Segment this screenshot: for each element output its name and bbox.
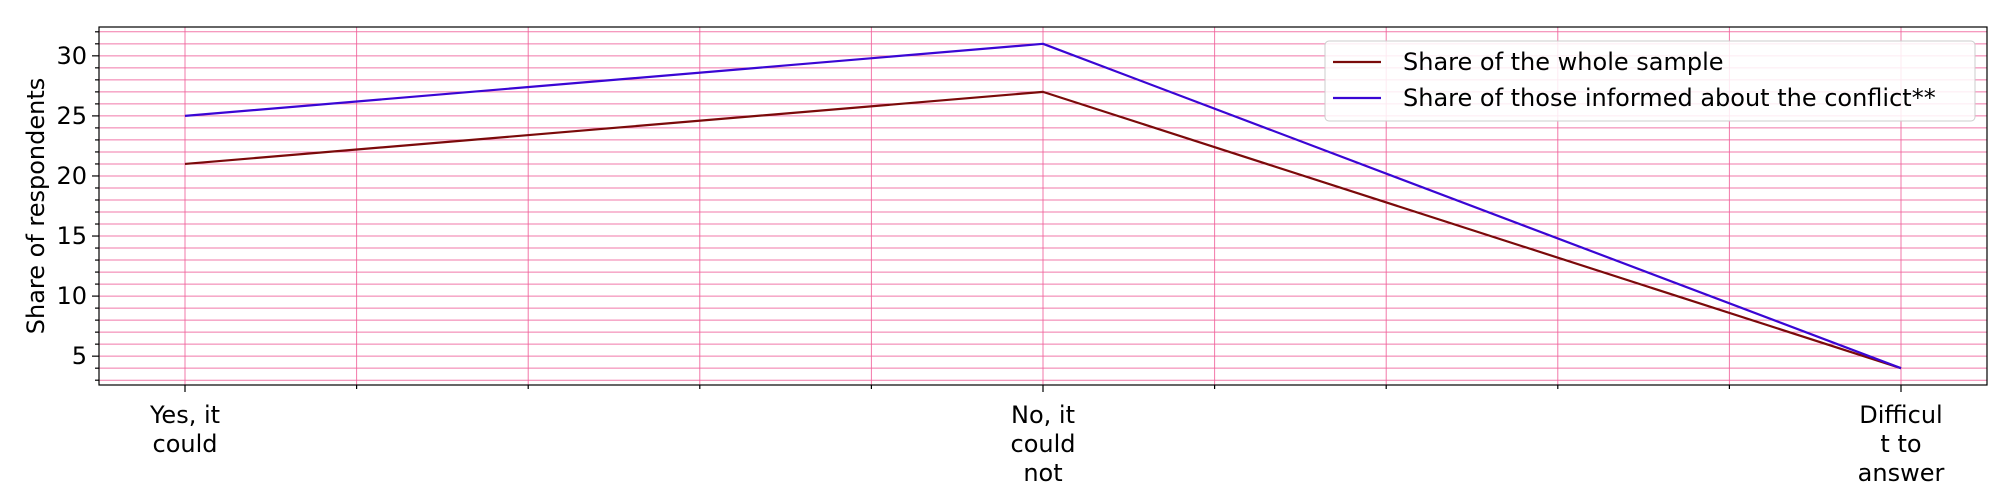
legend-label: Share of those informed about the confli… — [1403, 84, 1936, 112]
series-lines — [184, 42, 1902, 370]
series-line-2 — [184, 42, 1902, 370]
x-tick-label: No, it could not — [1011, 401, 1076, 487]
x-tick-label: Yes, it could — [149, 401, 220, 458]
y-tick-label: 30 — [56, 42, 87, 70]
y-tick-label: 15 — [56, 222, 87, 250]
legend-box — [1324, 40, 1976, 122]
x-axis: Yes, it could No, it could not Difficul t to an… — [149, 385, 1945, 487]
x-tick-label: Difficul t to answer — [1858, 401, 1945, 487]
legend-label: Share of the whole sample — [1403, 48, 1724, 76]
series-line-1 — [184, 90, 1902, 370]
y-axis-title: Share of respondents — [22, 78, 50, 335]
y-tick-label: 10 — [56, 282, 87, 310]
legend: Share of the whole sample Share of those … — [1324, 40, 1976, 122]
y-axis: 5 10 15 20 25 30 — [56, 31, 99, 381]
y-tick-label: 20 — [56, 162, 87, 190]
y-tick-label: 25 — [56, 102, 87, 130]
y-tick-label: 5 — [72, 342, 87, 370]
